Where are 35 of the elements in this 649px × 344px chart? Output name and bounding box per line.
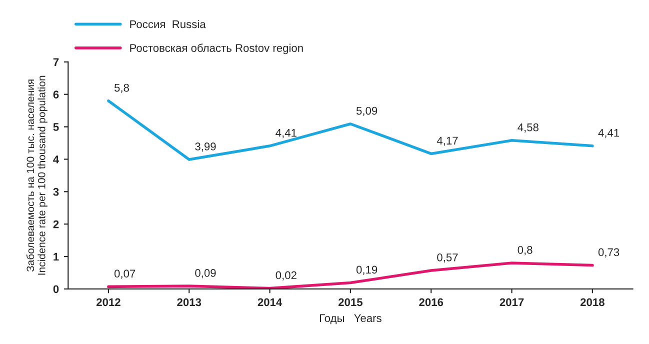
y-tick-label: 2	[53, 220, 59, 228]
x-tick-label: 2017	[500, 298, 524, 306]
line-series	[107, 262, 594, 289]
x-tick-label: 2013	[177, 298, 202, 306]
line-series	[107, 99, 594, 161]
data-label: 0,57	[437, 253, 458, 263]
x-tick-label: 2018	[580, 298, 604, 306]
data-label: 0,07	[114, 270, 136, 279]
data-label: 0,19	[356, 266, 378, 275]
y-tick-label: 4	[53, 156, 60, 164]
y-tick-label: 5	[53, 123, 59, 131]
data-label: 4,58	[518, 123, 538, 133]
y-tick-label: 0	[53, 285, 59, 294]
x-tick-label: 2012	[96, 298, 120, 306]
data-label: 5,8	[114, 84, 129, 94]
data-label: 0,8	[518, 246, 532, 256]
y-tick-label: 1	[54, 252, 59, 261]
x-tick-label: 2016	[419, 298, 444, 306]
x-tick-label: 2015	[338, 298, 363, 306]
y-tick-label: 3	[53, 188, 59, 196]
y-axis-title: Заболеваемость на 100 тыс. населения Incidence rate per 100 thousand population	[26, 76, 48, 275]
x-axis-title: Годы Years	[320, 314, 382, 324]
legend-label: Ростовская область Rostov region	[130, 44, 303, 54]
x-tick-label: 2014	[258, 298, 282, 306]
y-tick-label: 7	[53, 58, 59, 66]
data-label: 0,73	[598, 248, 620, 258]
data-label: 3,99	[195, 142, 216, 152]
data-label: 4,41	[276, 129, 296, 138]
data-label: 0,02	[276, 271, 296, 280]
data-label: 0,09	[195, 269, 216, 278]
data-label: 4,17	[436, 136, 458, 146]
data-label: 5,09	[356, 106, 378, 116]
legend-label: Россия Russia	[130, 20, 206, 28]
data-label: 4,41	[598, 129, 620, 138]
y-tick-label: 6	[53, 90, 59, 98]
